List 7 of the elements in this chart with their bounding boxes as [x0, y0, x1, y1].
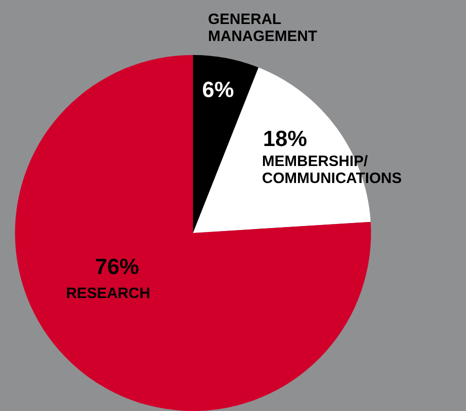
data-label: 76%: [94, 254, 140, 279]
pie-slice: [193, 55, 259, 233]
data-label: 6%: [202, 77, 234, 102]
slice-label: GENERAL MANAGEMENT: [208, 11, 318, 45]
slice-label: RESEARCH: [66, 285, 150, 302]
data-label: 18%: [262, 126, 308, 151]
slice-label: MEMBERSHIP/ COMMUNICATIONS: [262, 153, 402, 187]
